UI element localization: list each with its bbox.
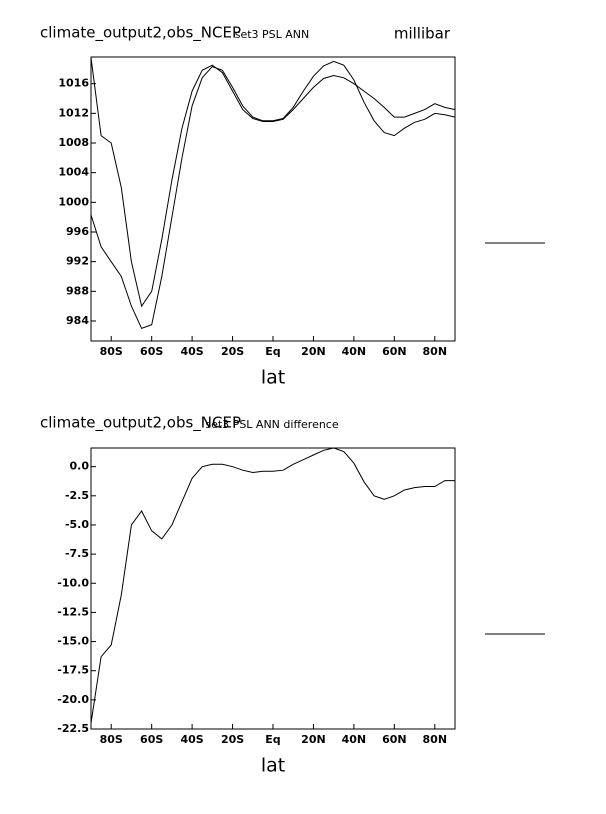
y-tick-label: 992 — [66, 255, 89, 268]
series-line — [91, 448, 455, 724]
units: millibar — [394, 25, 451, 43]
y-tick-label: -5.0 — [65, 518, 89, 531]
y-tick-label: -12.5 — [57, 605, 89, 618]
series-line — [91, 60, 455, 330]
x-tick-label: 40S — [180, 733, 203, 746]
chart-subtitle: set3 PSL ANN — [235, 28, 310, 41]
x-tick-label: 60S — [140, 345, 163, 358]
x-tick-label: 40N — [342, 733, 367, 746]
x-axis-label: lat — [261, 755, 285, 777]
y-tick-label: -20.0 — [57, 693, 89, 706]
y-tick-label: -7.5 — [65, 547, 89, 560]
y-tick-label: 1016 — [58, 77, 89, 90]
series-line — [91, 57, 455, 308]
x-axis-label: lat — [261, 367, 285, 389]
y-tick-label: 1000 — [58, 195, 89, 208]
x-tick-label: 20N — [301, 345, 326, 358]
x-tick-label: 60N — [382, 733, 407, 746]
x-tick-label: 80S — [100, 733, 123, 746]
x-tick-label: 40S — [180, 345, 203, 358]
y-tick-label: -17.5 — [57, 664, 89, 677]
chart-title: climate_output2,obs_NCEP — [40, 414, 241, 433]
x-tick-label: 80N — [423, 345, 448, 358]
x-tick-label: 60N — [382, 345, 407, 358]
x-tick-label: 80S — [100, 345, 123, 358]
x-tick-label: 20S — [221, 733, 244, 746]
chart-title: climate_output2,obs_NCEP — [40, 24, 241, 43]
plot-frame — [90, 56, 456, 342]
y-tick-label: 1004 — [58, 166, 89, 179]
y-tick-label: -10.0 — [57, 576, 89, 589]
x-tick-label: 60S — [140, 733, 163, 746]
chart-subtitle: set3 PSL ANN difference — [205, 418, 338, 431]
y-tick-label: 984 — [66, 314, 89, 327]
y-tick-label: -15.0 — [57, 635, 89, 648]
x-tick-label: 20S — [221, 345, 244, 358]
y-tick-label: -2.5 — [65, 489, 89, 502]
y-tick-label: 988 — [66, 284, 89, 297]
plot-frame — [90, 447, 456, 730]
x-tick-label: Eq — [265, 345, 280, 358]
y-tick-label: -22.5 — [57, 722, 89, 735]
y-tick-label: 0.0 — [70, 460, 90, 473]
x-tick-label: Eq — [265, 733, 280, 746]
y-tick-label: 996 — [66, 225, 89, 238]
y-tick-label: 1012 — [58, 106, 89, 119]
x-tick-label: 80N — [423, 733, 448, 746]
x-tick-label: 40N — [342, 345, 367, 358]
y-tick-label: 1008 — [58, 136, 89, 149]
x-tick-label: 20N — [301, 733, 326, 746]
